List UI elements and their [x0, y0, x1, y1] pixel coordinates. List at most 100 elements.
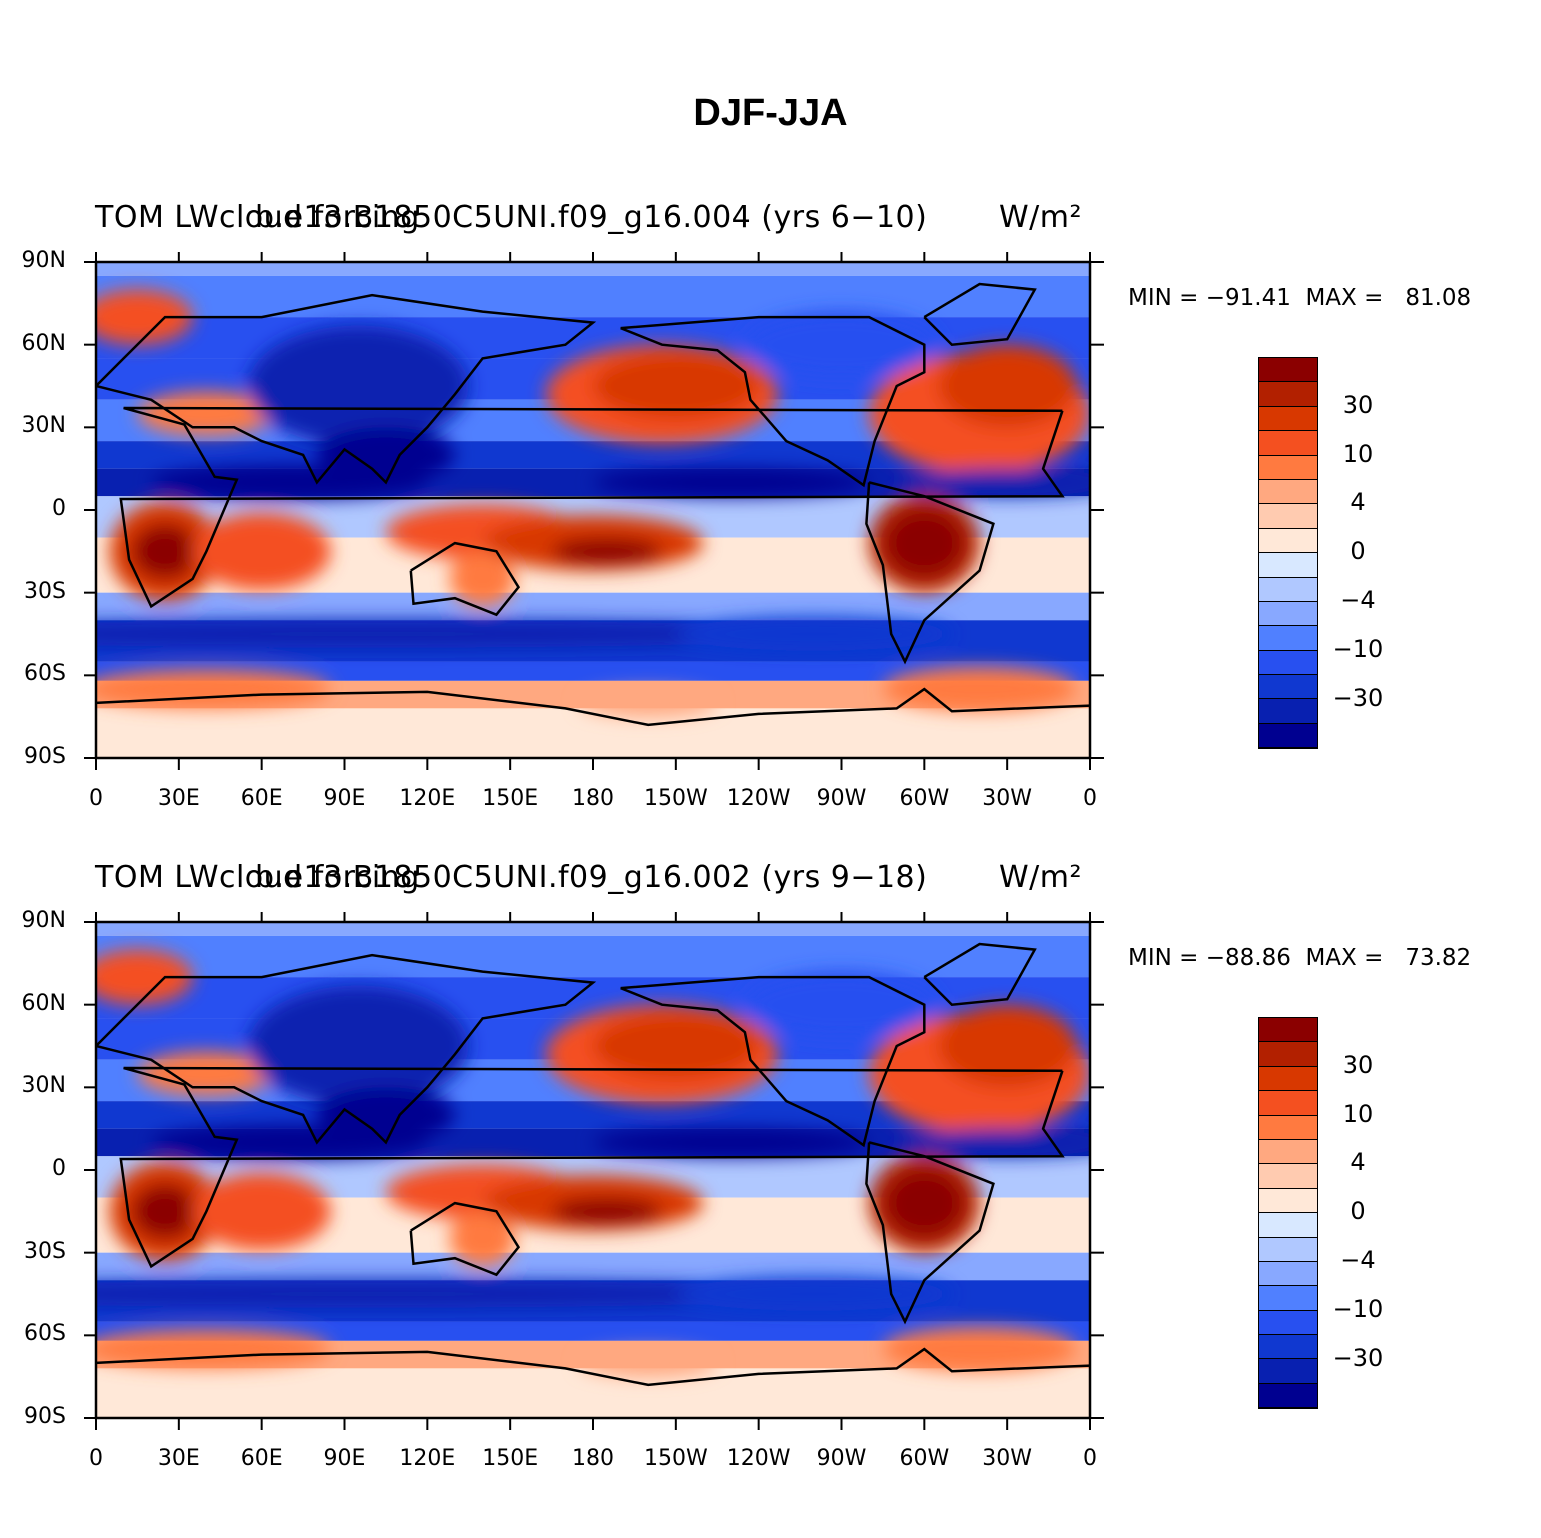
anomaly-blob	[551, 1197, 663, 1226]
colorbar-swatch	[1259, 1188, 1317, 1214]
colorbar-label: −10	[1332, 1294, 1384, 1323]
lon-tick-label: 90W	[816, 1446, 867, 1471]
anomaly-blob	[882, 667, 1077, 712]
lat-tick-label: 0	[52, 496, 66, 521]
anomaly-blob	[247, 325, 469, 447]
colorbar-label: −30	[1332, 683, 1384, 712]
lat-band	[96, 708, 1090, 758]
anomaly-blob	[593, 1128, 870, 1157]
colorbar-label: 0	[1350, 537, 1366, 566]
lon-tick-label: 30W	[982, 1446, 1033, 1471]
anomaly-blob	[449, 1211, 516, 1267]
colorbar-label: 30	[1342, 390, 1374, 419]
coastline	[119, 1066, 1065, 1269]
lat-tick-label: 60S	[24, 661, 66, 687]
colorbar-label: −4	[1340, 586, 1376, 614]
coastline	[620, 315, 926, 488]
lon-tick-label: 60E	[240, 786, 283, 811]
lat-tick-label: 60N	[21, 330, 66, 356]
anomaly-blob	[96, 1280, 869, 1308]
contour-map	[84, 912, 1104, 1430]
lat-tick-label: 30N	[21, 413, 66, 439]
colorbar-label: −4	[1340, 1246, 1376, 1274]
coastlines	[96, 942, 1090, 1387]
lat-tick-label: 30S	[24, 1238, 66, 1264]
figure-title: DJF-JJA	[693, 92, 848, 134]
lat-tick-label: 90N	[21, 248, 66, 273]
colorbar-label: 4	[1350, 488, 1366, 517]
anomaly-blob	[96, 289, 193, 345]
map-panel-1: TOM LWcloud forcing b.e13.B1850C5UNI.f09…	[0, 200, 1541, 860]
anomaly-blob	[192, 512, 331, 590]
lon-tick-label: 120W	[726, 1446, 791, 1471]
variable-title: TOM LWcloud forcing	[95, 200, 420, 235]
variable-title: TOM LWcloud forcing	[95, 860, 420, 895]
anomaly-blob	[593, 1012, 759, 1080]
lon-tick-label: 0	[89, 1446, 103, 1471]
colorbar-swatch	[1259, 455, 1317, 480]
colorbar-swatch	[1259, 723, 1317, 749]
colorbar-swatch	[1259, 479, 1317, 505]
lat-band	[96, 1368, 1090, 1418]
coastline	[96, 953, 597, 1145]
lat-tick-label: 90S	[24, 1404, 66, 1429]
anomaly-blob	[137, 1051, 276, 1096]
contour-map	[84, 252, 1104, 770]
lat-band	[96, 1252, 1090, 1281]
colorbar-swatch	[1259, 601, 1317, 627]
lon-tick-label: 180	[572, 1446, 614, 1471]
anomaly-blob	[593, 468, 870, 497]
coastline	[96, 293, 597, 485]
coastline	[865, 481, 995, 665]
anomaly-blob	[131, 523, 199, 579]
lon-tick-label: 0	[89, 786, 103, 811]
anomaly-blob	[938, 344, 1077, 428]
colorbar-swatch	[1259, 1139, 1317, 1165]
coastline	[119, 406, 1065, 609]
anomaly-blobs	[96, 289, 1090, 717]
colorbar-swatch	[1259, 1310, 1317, 1336]
lon-tick-label: 30W	[982, 786, 1033, 811]
colorbar-swatch	[1259, 1091, 1317, 1116]
anomaly-blob	[192, 1172, 331, 1250]
colorbar-swatch	[1259, 1335, 1317, 1360]
lon-tick-label: 90W	[816, 786, 867, 811]
lon-tick-label: 120E	[399, 786, 456, 811]
coastline	[96, 1347, 1090, 1387]
lon-tick-label: 60W	[899, 1446, 950, 1471]
colorbar-swatch	[1259, 1237, 1317, 1262]
coastline	[923, 942, 1037, 1007]
anomaly-blob	[896, 1128, 1090, 1157]
colorbar-label: 10	[1342, 439, 1374, 468]
lat-tick-label: 30S	[24, 578, 66, 604]
case-label: b.e13.B1850C5UNI.f09_g16.002 (yrs 9−18)	[255, 860, 928, 895]
colorbar-swatch	[1259, 1383, 1317, 1409]
lat-band	[96, 592, 1090, 621]
field-layer	[96, 922, 1090, 1418]
units-label: W/m²	[999, 200, 1083, 235]
lon-tick-label: 30E	[157, 1446, 200, 1471]
anomaly-blob	[96, 949, 193, 1005]
colorbar-swatch	[1259, 1213, 1317, 1238]
colorbar-label: −10	[1332, 634, 1384, 663]
min-max-stats: MIN = −88.86 MAX = 73.82	[1128, 945, 1472, 971]
anomaly-blob	[744, 311, 939, 378]
lon-tick-label: 90E	[323, 1446, 366, 1471]
anomaly-blob	[938, 1004, 1077, 1088]
anomaly-blob	[885, 510, 963, 577]
anomaly-blob	[247, 985, 469, 1107]
colorbar-swatch	[1259, 406, 1317, 432]
colorbar-label: 10	[1342, 1099, 1374, 1128]
anomaly-blob	[151, 465, 428, 499]
min-max-stats: MIN = −91.41 MAX = 81.08	[1128, 285, 1472, 311]
colorbar-swatch	[1259, 553, 1317, 578]
coastline	[923, 282, 1037, 347]
lon-tick-label: 90E	[323, 786, 366, 811]
anomaly-blob	[137, 391, 276, 436]
lon-tick-label: 120W	[726, 786, 791, 811]
case-label: b.e13.B1850C5UNI.f09_g16.004 (yrs 6−10)	[255, 200, 928, 235]
tick-marks	[84, 912, 1104, 1430]
anomaly-blob	[151, 1125, 428, 1159]
anomaly-blob	[882, 1327, 1077, 1372]
lon-tick-label: 120E	[399, 1446, 456, 1471]
